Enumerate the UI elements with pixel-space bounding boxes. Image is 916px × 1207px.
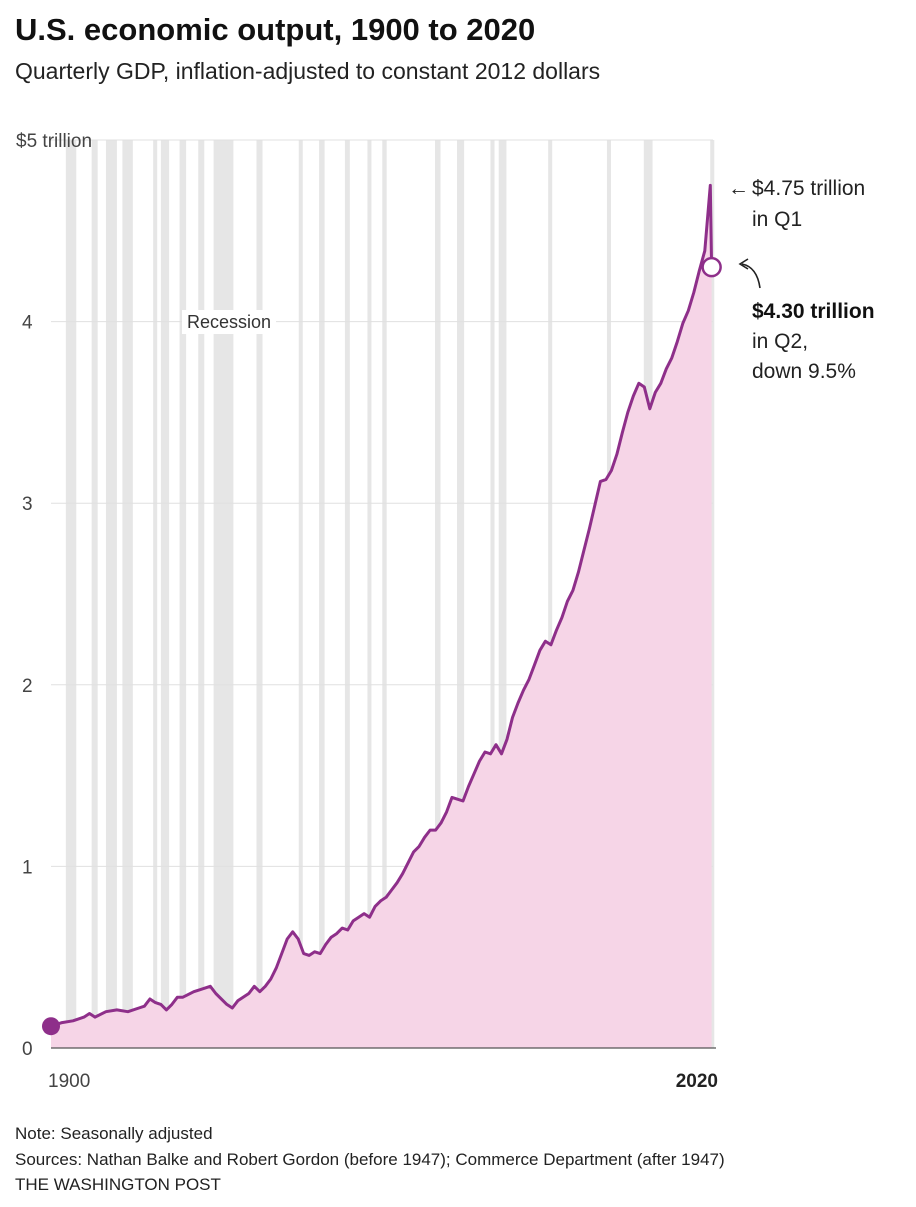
q1-value-label: $4.75 trillion (752, 177, 865, 200)
recession-band (367, 140, 372, 1048)
q2-arrowhead (738, 258, 749, 270)
recession-band (710, 140, 715, 1048)
q2-arrow (741, 263, 761, 289)
x-tick-label: 2020 (676, 1071, 718, 1092)
footer-publisher: THE WASHINGTON POST (15, 1175, 221, 1194)
recession-band (160, 140, 170, 1048)
recession-band (548, 140, 553, 1048)
axes: 0 1 2 3 4 $5 trillion 1900 2020 (16, 131, 718, 1092)
footer-sources: Sources: Nathan Balke and Robert Gordon … (15, 1150, 725, 1169)
annotations: ← $4.75 trillion in Q1 $4.30 trillion in… (728, 177, 875, 383)
q2-change-label: down 9.5% (752, 360, 856, 383)
start-point (42, 1017, 60, 1036)
recession-band (179, 140, 187, 1048)
gdp-line (49, 183, 714, 1028)
recession-label-bg (182, 310, 277, 334)
recession-band (198, 140, 205, 1048)
recession-band (213, 140, 234, 1048)
recession-band (91, 140, 98, 1048)
recession-bands (65, 140, 715, 1048)
gdp-chart: 0 1 2 3 4 $5 trillion 1900 2020 Recession ← $4.… (16, 131, 875, 1092)
recession-band (65, 140, 77, 1048)
y-tick-label: 3 (22, 494, 33, 515)
q2-value-label: $4.30 trillion (752, 300, 875, 323)
recession-band (435, 140, 441, 1048)
y-tick-label: $5 trillion (16, 131, 92, 152)
recession-band (490, 140, 495, 1048)
y-tick-label: 4 (22, 313, 33, 334)
gdp-area-layer (42, 183, 722, 1048)
gdp-area (51, 185, 712, 1048)
recession-band (498, 140, 507, 1048)
recession-band (456, 140, 465, 1048)
footer-note: Note: Seasonally adjusted (15, 1124, 213, 1143)
chart-subtitle: Quarterly GDP, inflation-adjusted to con… (15, 58, 601, 84)
recession-band (382, 140, 387, 1048)
y-tick-label: 2 (22, 676, 33, 697)
recession-band (256, 140, 263, 1048)
recession-label: Recession (187, 312, 271, 332)
recession-band (344, 140, 350, 1048)
chart-title: U.S. economic output, 1900 to 2020 (15, 12, 536, 47)
recession-band (153, 140, 158, 1048)
q2-period-label: in Q2, (752, 330, 808, 353)
recession-band (319, 140, 325, 1048)
q2-point (701, 256, 722, 278)
q1-arrow: ← (728, 177, 749, 200)
recession-band (105, 140, 117, 1048)
y-tick-label: 0 (22, 1039, 33, 1060)
recession-band (298, 140, 303, 1048)
q1-period-label: in Q1 (752, 208, 802, 231)
y-tick-label: 1 (22, 857, 33, 878)
x-tick-label: 1900 (48, 1071, 90, 1092)
recession-band (122, 140, 133, 1048)
